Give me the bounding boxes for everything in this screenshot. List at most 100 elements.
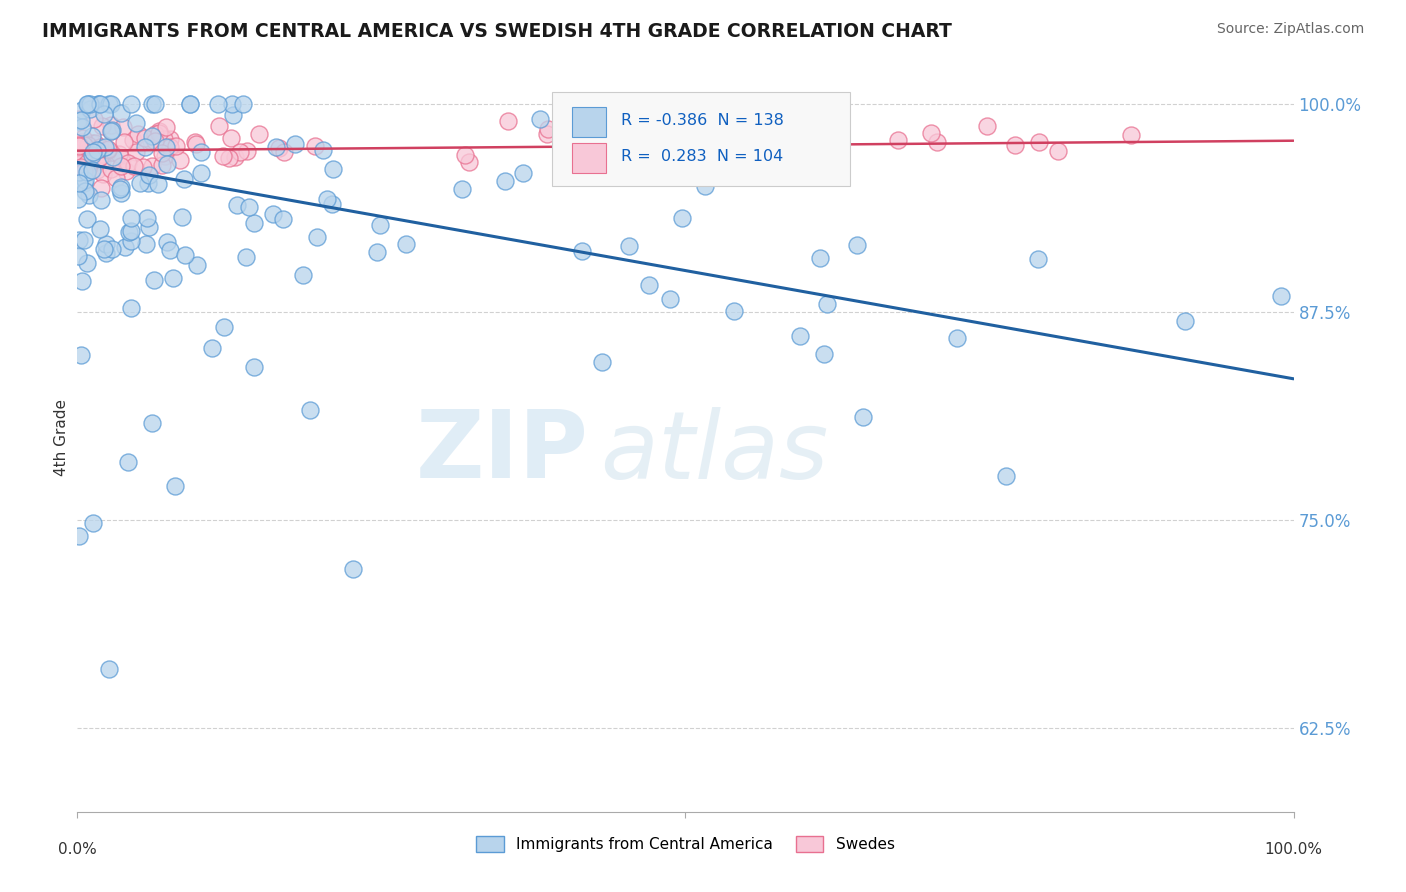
Point <box>67 139 90 153</box>
FancyBboxPatch shape <box>551 93 849 186</box>
Point <box>73 153 96 167</box>
Point <box>655 136 678 150</box>
Point <box>125 116 148 130</box>
Point <box>1004 137 1026 152</box>
Point <box>111 120 134 134</box>
Point <box>100 162 122 177</box>
Point <box>512 165 534 179</box>
Point <box>1119 128 1142 143</box>
Point <box>155 140 177 154</box>
Point <box>184 135 207 149</box>
Point <box>82 128 104 143</box>
Point <box>80 136 103 150</box>
Point <box>179 97 201 112</box>
Point <box>638 277 661 292</box>
Point <box>134 131 156 145</box>
Point <box>887 133 910 147</box>
Point <box>76 138 98 153</box>
Point <box>172 211 194 225</box>
Point <box>450 182 472 196</box>
Point <box>100 124 122 138</box>
Point <box>640 159 662 173</box>
Point <box>89 222 111 236</box>
Point <box>77 145 100 160</box>
Point <box>994 469 1017 483</box>
Point <box>93 106 115 120</box>
Point <box>90 193 112 207</box>
Point <box>208 120 231 134</box>
Point <box>87 143 110 157</box>
Point <box>672 158 695 172</box>
Point <box>156 235 179 250</box>
Point <box>305 230 328 244</box>
Y-axis label: 4th Grade: 4th Grade <box>53 399 69 475</box>
Text: Source: ZipAtlas.com: Source: ZipAtlas.com <box>1216 22 1364 37</box>
Point <box>813 347 835 361</box>
Point <box>264 140 287 154</box>
Point <box>617 136 640 150</box>
Point <box>163 479 186 493</box>
Point <box>114 240 136 254</box>
Point <box>190 166 212 180</box>
Point <box>247 127 270 141</box>
Point <box>139 134 162 148</box>
Point <box>120 223 142 237</box>
Bar <box>572 107 606 137</box>
Point <box>292 268 315 282</box>
Point <box>143 97 166 112</box>
Point <box>132 160 155 174</box>
Point <box>82 516 104 530</box>
Point <box>80 162 103 177</box>
Point <box>110 182 132 196</box>
Point <box>100 124 122 138</box>
Point <box>148 177 170 191</box>
Point <box>143 273 166 287</box>
Point <box>454 147 477 161</box>
Text: R = -0.386  N = 138: R = -0.386 N = 138 <box>621 113 783 128</box>
Point <box>120 234 142 248</box>
Point <box>162 270 184 285</box>
Point <box>96 142 118 156</box>
Point <box>86 143 108 157</box>
Point <box>138 220 160 235</box>
Point <box>536 128 558 142</box>
Point <box>82 145 104 160</box>
Point <box>316 192 339 206</box>
Point <box>304 138 326 153</box>
Point <box>120 97 142 112</box>
Point <box>69 112 91 127</box>
Point <box>117 156 139 170</box>
Point <box>120 301 142 315</box>
Point <box>159 243 181 257</box>
Text: R =  0.283  N = 104: R = 0.283 N = 104 <box>621 149 783 164</box>
Point <box>1174 313 1197 327</box>
Point <box>66 249 89 263</box>
Point <box>86 97 108 112</box>
Point <box>69 151 91 165</box>
Point <box>75 172 97 186</box>
Point <box>138 168 160 182</box>
Point <box>852 410 875 425</box>
Point <box>73 164 96 178</box>
Point <box>101 150 124 164</box>
Point <box>658 292 681 306</box>
Point <box>100 242 122 256</box>
Point <box>69 141 91 155</box>
Point <box>232 97 254 112</box>
Point <box>693 179 716 194</box>
Point <box>141 128 163 143</box>
Point <box>111 152 134 166</box>
Point <box>628 153 651 168</box>
Point <box>128 177 150 191</box>
Point <box>723 304 745 318</box>
Point <box>69 162 91 177</box>
Point <box>91 119 114 133</box>
Point <box>184 136 207 151</box>
Point <box>98 662 121 676</box>
Point <box>80 148 103 162</box>
Point <box>77 187 100 202</box>
Point <box>669 136 692 150</box>
Point <box>201 341 224 355</box>
Point <box>97 143 120 157</box>
Point <box>212 149 235 163</box>
